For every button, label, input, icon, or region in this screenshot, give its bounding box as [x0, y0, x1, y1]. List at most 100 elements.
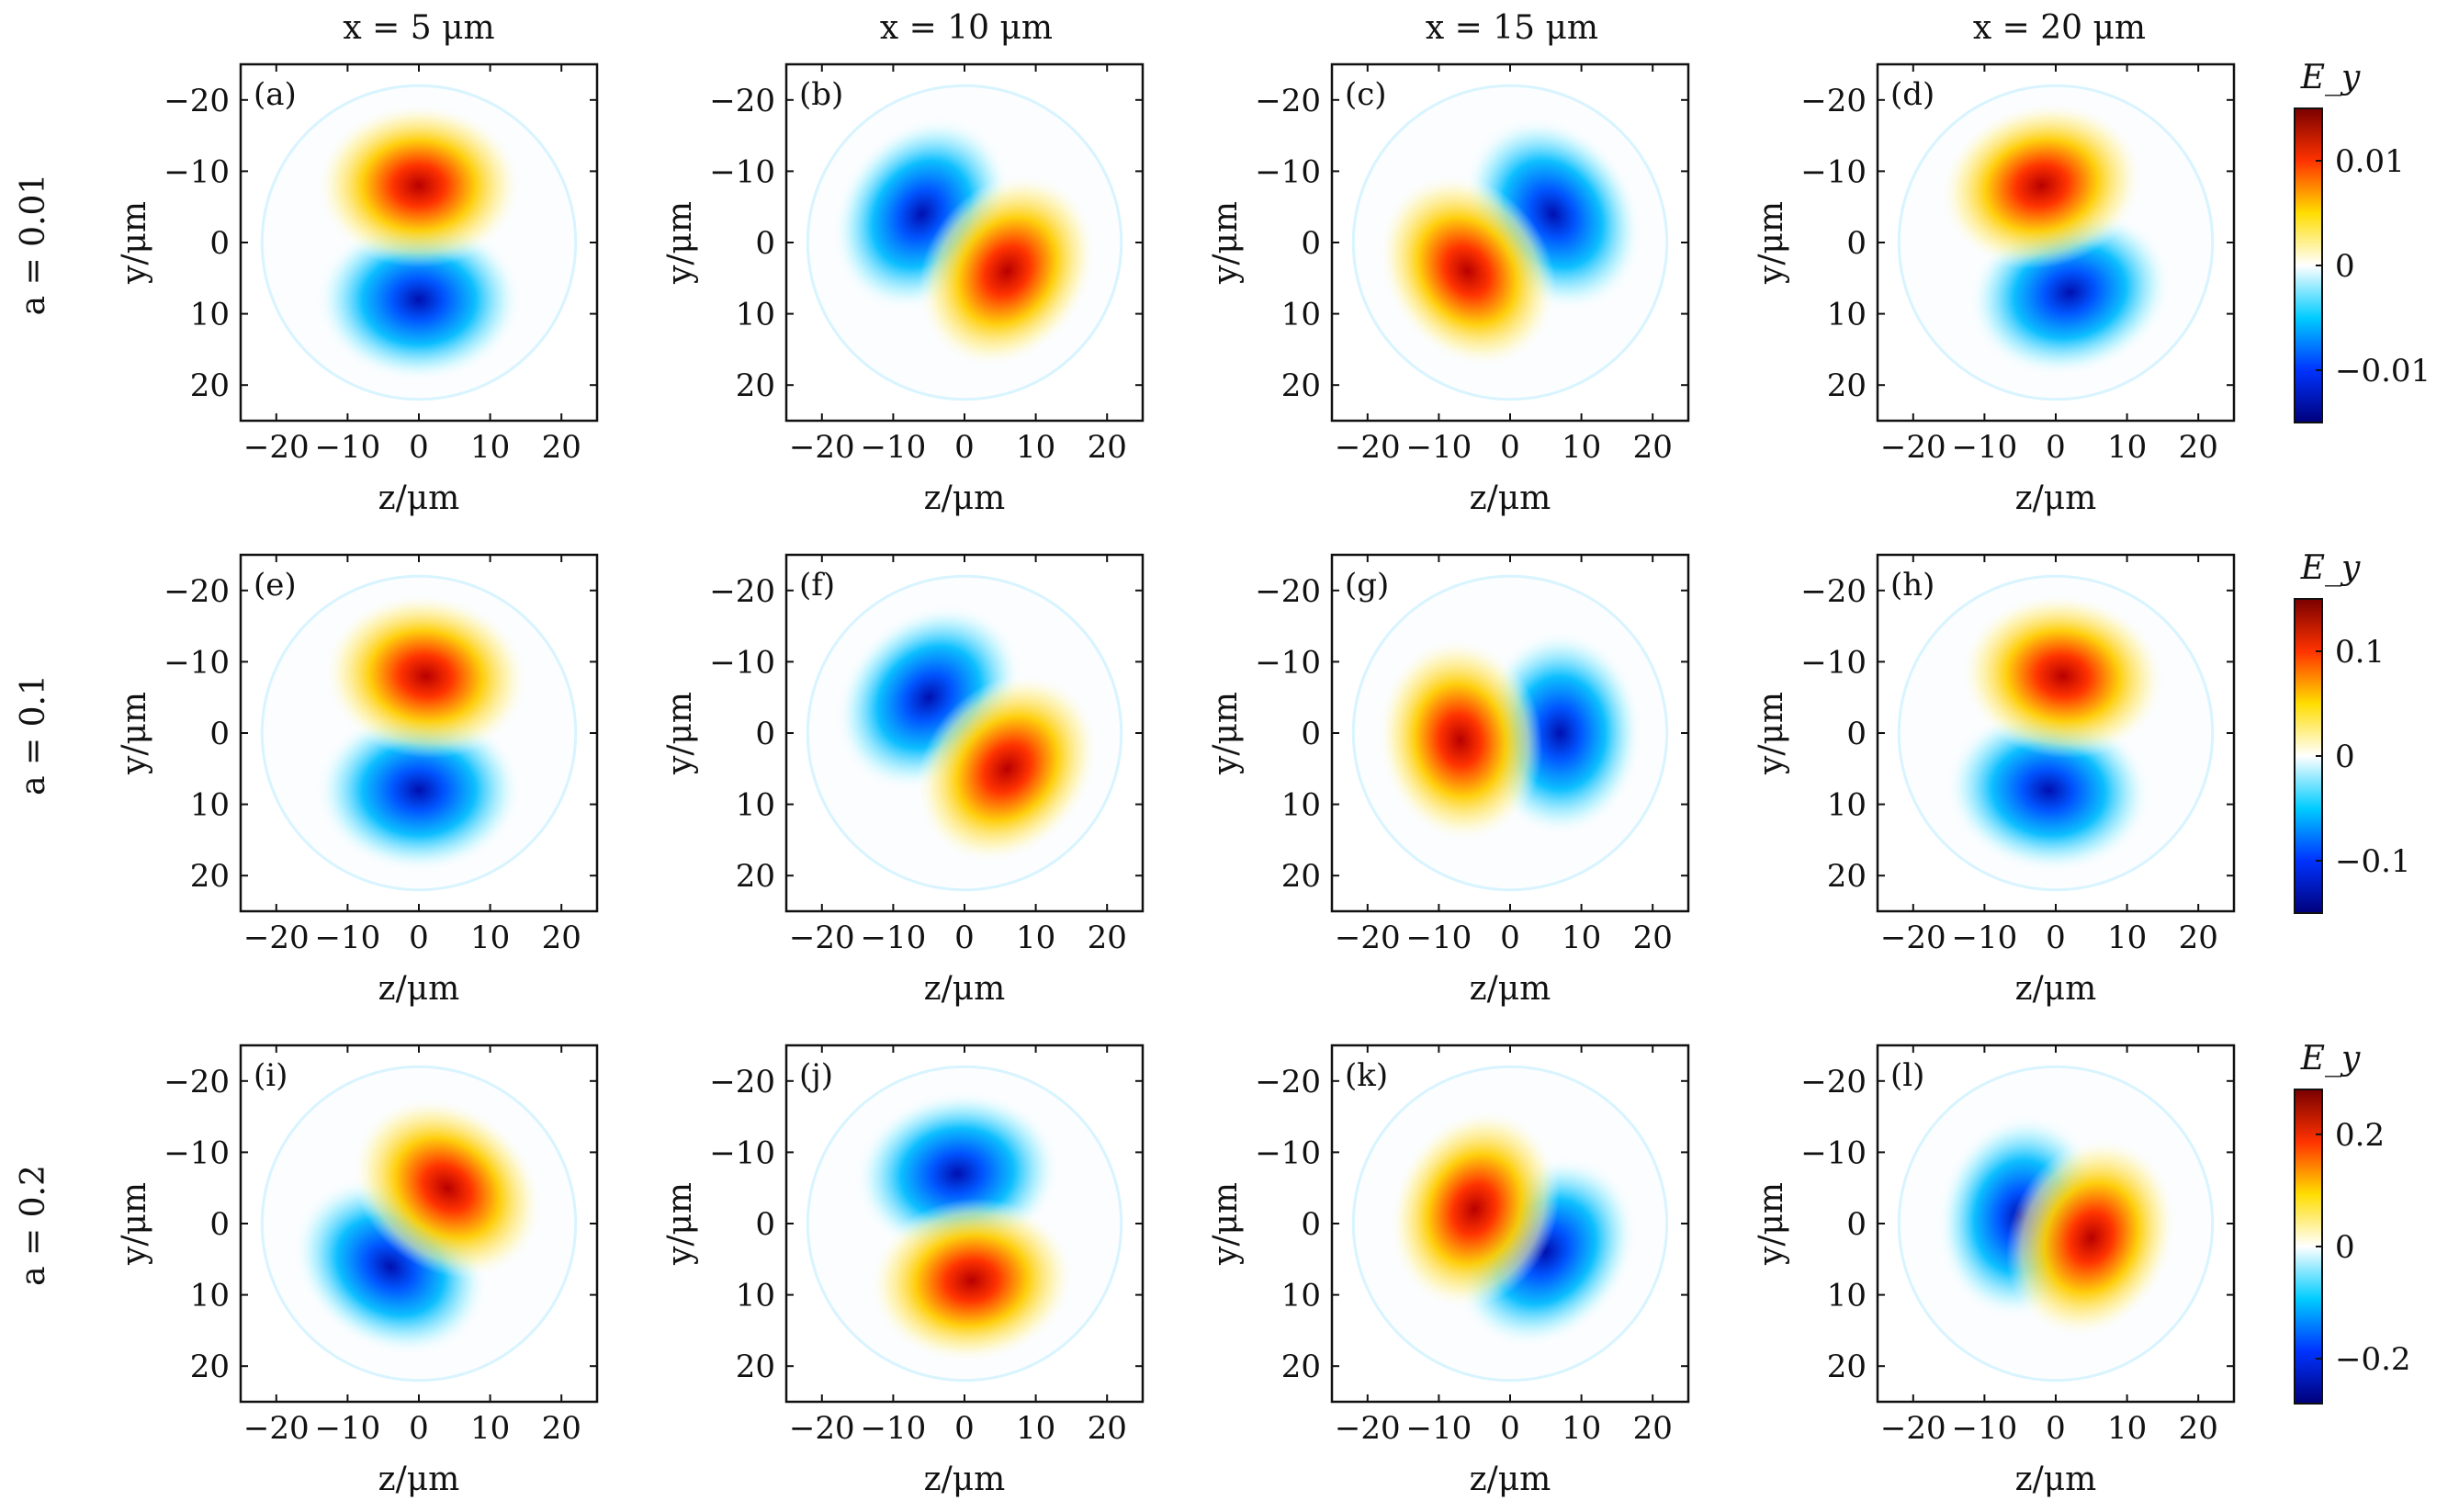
y-tick-label: −10	[1255, 1134, 1321, 1171]
panel-label: (l)	[1890, 1057, 1924, 1094]
y-tick-label: 10	[736, 1278, 775, 1315]
field-map	[1897, 84, 2215, 401]
y-tick-label: 10	[736, 297, 775, 333]
field-map	[1351, 574, 1669, 892]
y-tick-label: −20	[709, 1064, 775, 1100]
x-tick-label: −20	[1335, 429, 1401, 466]
x-tick-label: 10	[1016, 1410, 1055, 1447]
x-tick-label: 20	[542, 429, 581, 466]
y-tick-label: −20	[164, 83, 230, 119]
positive-lobe	[1960, 593, 2166, 759]
y-tick-label: 20	[1281, 367, 1321, 404]
y-tick-label: 10	[190, 1278, 230, 1315]
y-axis-label: y/μm	[661, 1182, 699, 1266]
row-labels: a = 0.01 a = 0.1 a = 0.2	[15, 174, 52, 1286]
x-tick-label: −20	[1880, 920, 1946, 956]
x-tick-label: 20	[2179, 429, 2218, 466]
x-tick-label: −20	[1880, 1410, 1946, 1447]
positive-lobe	[918, 174, 1097, 368]
x-tick-label: −20	[789, 1410, 855, 1447]
colorbar-tick-label: 0.1	[2335, 634, 2385, 671]
y-tick-label: 20	[190, 858, 230, 895]
y-tick-label: −10	[164, 644, 230, 681]
y-tick-label: 10	[736, 787, 775, 824]
x-tick-label: 10	[2107, 1410, 2147, 1447]
y-axis-label: y/μm	[661, 201, 699, 285]
x-tick-label: −10	[1952, 920, 2018, 956]
x-tick-label: 0	[409, 429, 429, 466]
x-tick-label: 20	[2179, 1410, 2218, 1447]
panel-label: (j)	[799, 1057, 833, 1094]
x-tick-label: 0	[954, 429, 975, 466]
x-tick-label: 10	[2107, 920, 2147, 956]
y-tick-label: −20	[1800, 83, 1867, 119]
y-tick-label: −20	[164, 573, 230, 610]
x-tick-label: −10	[1952, 1410, 2018, 1447]
x-axis-label: z/μm	[924, 970, 1006, 1008]
y-axis-label: y/μm	[661, 692, 699, 775]
x-tick-label: −10	[1952, 429, 2018, 466]
colorbar-tick-label: 0	[2335, 248, 2355, 285]
x-axis-label: z/μm	[378, 1461, 460, 1498]
x-tick-label: −20	[1880, 429, 1946, 466]
positive-lobe	[916, 673, 1099, 863]
y-tick-label: 0	[755, 716, 775, 752]
x-tick-label: −10	[315, 1410, 381, 1447]
column-title-2: x = 10 μm	[880, 9, 1053, 47]
x-tick-label: −10	[861, 920, 927, 956]
x-tick-label: 0	[2046, 1410, 2066, 1447]
column-titles: x = 5 μm x = 10 μm x = 15 μm x = 20 μm	[343, 9, 2146, 47]
y-tick-label: 0	[755, 225, 775, 262]
y-tick-label: −20	[709, 83, 775, 119]
x-tick-label: 20	[542, 920, 581, 956]
y-tick-label: −20	[1800, 1064, 1867, 1100]
x-axis-label: z/μm	[924, 1461, 1006, 1498]
field-map	[806, 84, 1123, 401]
y-tick-label: 0	[1846, 716, 1867, 752]
y-axis-label: y/μm	[116, 692, 153, 775]
x-axis-label: z/μm	[378, 970, 460, 1008]
x-tick-label: −20	[789, 920, 855, 956]
x-tick-label: −20	[1335, 1410, 1401, 1447]
column-title-1: x = 5 μm	[343, 9, 494, 47]
panel-label: (h)	[1890, 567, 1934, 604]
y-tick-label: 0	[1846, 225, 1867, 262]
x-tick-label: 20	[1088, 920, 1127, 956]
y-axis-label: y/μm	[1207, 1182, 1245, 1266]
y-tick-label: 10	[1827, 297, 1867, 333]
y-axis-label: y/μm	[116, 201, 153, 285]
colorbar-label: E_y	[2300, 1040, 2361, 1078]
x-tick-label: −10	[1406, 429, 1472, 466]
x-tick-label: 0	[954, 920, 975, 956]
colorbar-2: E_y 0.1 0 −0.1	[2294, 549, 2411, 914]
y-tick-label: 10	[1281, 297, 1321, 333]
y-tick-label: 20	[1827, 1348, 1867, 1385]
x-tick-label: 10	[1562, 429, 1601, 466]
y-tick-label: 0	[209, 225, 230, 262]
y-tick-label: 0	[1846, 1206, 1867, 1243]
x-tick-label: 10	[1562, 1410, 1601, 1447]
x-tick-label: 20	[1633, 1410, 1673, 1447]
x-tick-label: 10	[470, 1410, 510, 1447]
panel-label: (e)	[254, 567, 297, 604]
y-tick-label: 20	[1827, 858, 1867, 895]
x-tick-label: −20	[789, 429, 855, 466]
y-tick-label: 20	[736, 858, 775, 895]
field-map	[806, 574, 1123, 892]
y-tick-label: −10	[1255, 644, 1321, 681]
positive-lobe	[316, 103, 522, 268]
x-tick-label: −20	[243, 429, 310, 466]
x-tick-label: 0	[409, 920, 429, 956]
row-label-2: a = 0.1	[15, 674, 52, 795]
colorbar-tick-label: −0.01	[2335, 353, 2431, 389]
x-tick-label: 20	[1088, 1410, 1127, 1447]
y-tick-label: −10	[709, 1134, 775, 1171]
x-tick-label: 0	[1500, 1410, 1520, 1447]
